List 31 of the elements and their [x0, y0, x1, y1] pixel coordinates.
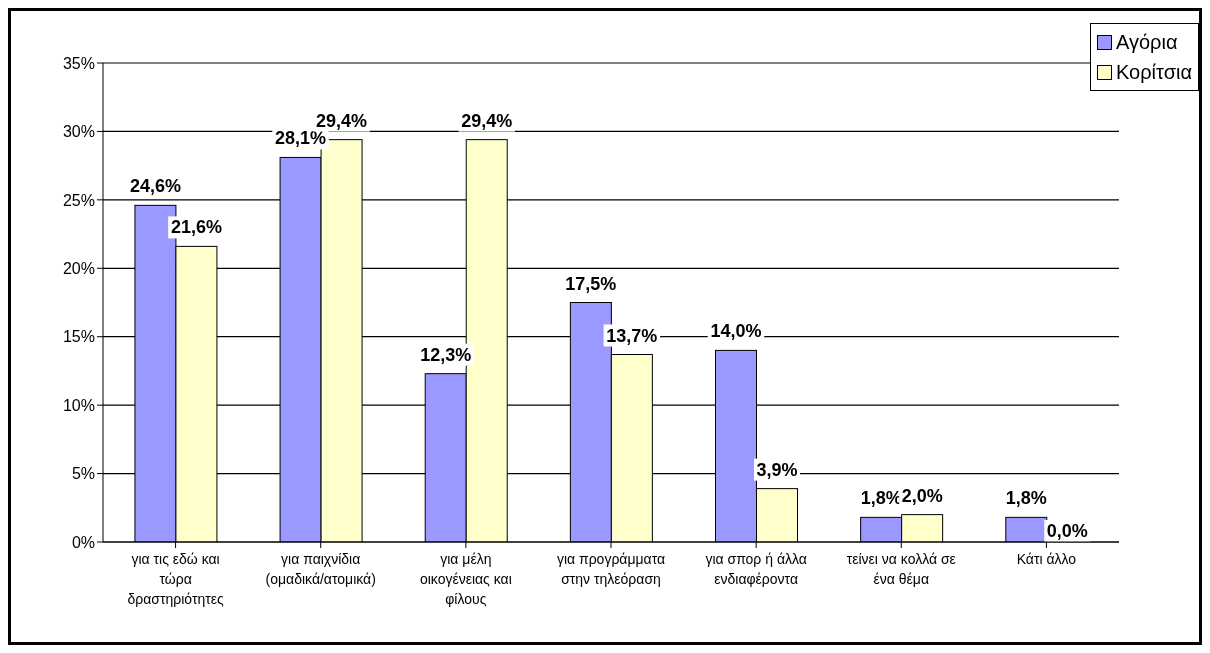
y-tick-label: 15%: [62, 328, 95, 346]
y-tick-label: 0%: [71, 533, 95, 551]
y-tick-label: 25%: [62, 191, 95, 209]
data-label: 13,7%: [606, 325, 658, 346]
data-label: 29,4%: [316, 110, 368, 131]
data-label: 0,0%: [1046, 521, 1088, 541]
x-tick-label: για τις εδώ και τώρα δραστηριότητες: [127, 551, 224, 607]
legend-label: Αγόρια: [1115, 30, 1178, 55]
y-tick-label: 10%: [62, 396, 95, 414]
data-label: 28,1%: [275, 128, 327, 149]
data-label: 17,5%: [565, 273, 617, 294]
data-label: 2,0%: [901, 485, 943, 506]
data-label: 1,8%: [1005, 488, 1047, 509]
data-label: 24,6%: [129, 176, 181, 197]
data-label: 29,4%: [461, 110, 513, 131]
data-label: 12,3%: [420, 344, 472, 365]
x-tick-label: για παιχνίδια (ομαδικά/ατομικά): [265, 551, 376, 587]
data-label: 1,8%: [860, 488, 902, 509]
y-tick-label: 30%: [62, 123, 95, 141]
y-tick-label: 20%: [62, 259, 95, 277]
x-tick-label: τείνει να κολλά σε ένα θέμα: [846, 551, 956, 587]
data-label: 3,9%: [756, 459, 798, 480]
data-label: 21,6%: [170, 217, 222, 238]
x-tick-label: για σπορ ή άλλα ενδιαφέροντα: [705, 551, 807, 587]
x-tick-label: Κάτι άλλο: [1016, 551, 1077, 567]
legend-label: Κορίτσια: [1115, 60, 1192, 85]
data-label: 14,0%: [710, 321, 762, 342]
y-tick-label: 5%: [71, 465, 95, 483]
x-tick-label: για προγράμματα στην τηλεόραση: [556, 551, 666, 587]
x-tick-label: για μέλη οικογένειας και φίλους: [419, 551, 512, 607]
y-tick-label: 35%: [62, 54, 95, 72]
